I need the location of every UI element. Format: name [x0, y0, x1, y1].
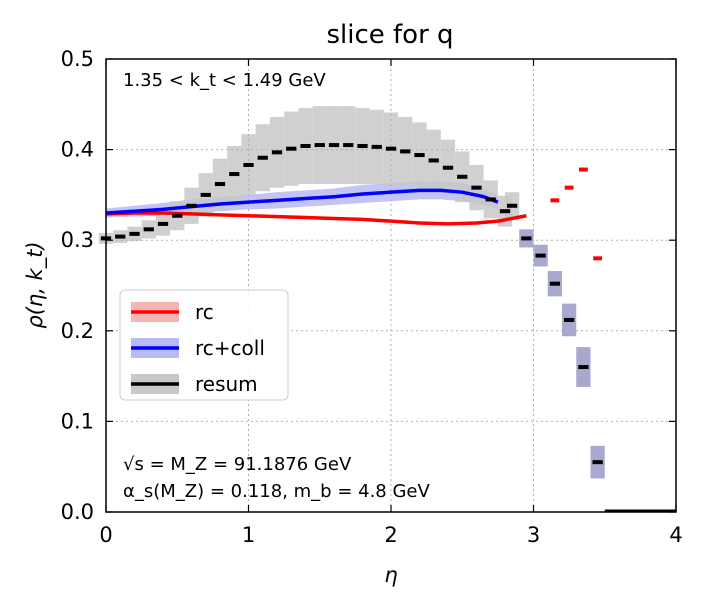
axis-ticks: [105, 58, 677, 513]
y-axis-label: ρ(η, k_t): [23, 241, 48, 328]
y-tick-label: 0.2: [61, 319, 94, 343]
x-axis-label: η: [384, 563, 397, 587]
chart-title: slice for q: [326, 20, 453, 50]
kt-range-annotation: 1.35 < k_t < 1.49 GeV: [123, 70, 326, 91]
y-tick-label: 0.5: [61, 47, 94, 71]
y-tick-label: 0.3: [61, 228, 94, 252]
grid: [106, 59, 676, 512]
line-rc: [105, 211, 527, 226]
x-tick-label: 3: [527, 523, 540, 547]
line-rc-coll: [105, 188, 499, 215]
y-tick-label: 0.0: [61, 500, 94, 524]
sqrt-s-annotation: √s = M_Z = 91.1876 GeV: [123, 454, 352, 475]
legend-label: rc: [195, 300, 214, 324]
series-lines: [105, 188, 676, 513]
y-tick-label: 0.4: [61, 138, 94, 162]
alpha-s-annotation: α_s(M_Z) = 0.118, m_b = 4.8 GeV: [123, 481, 431, 502]
legend-label: rc+coll: [195, 336, 265, 360]
x-tick-label: 1: [242, 523, 255, 547]
legend: rc rc+coll resum: [119, 289, 289, 401]
axis-tick-labels: 0 1 2 3 4 0.0 0.1 0.2 0.3 0.4 0.5: [61, 47, 683, 547]
x-tick-label: 4: [669, 523, 682, 547]
legend-label: resum: [195, 372, 258, 396]
x-tick-label: 0: [99, 523, 112, 547]
series-steps: [100, 143, 603, 465]
x-tick-label: 2: [384, 523, 397, 547]
y-tick-label: 0.1: [61, 409, 94, 433]
